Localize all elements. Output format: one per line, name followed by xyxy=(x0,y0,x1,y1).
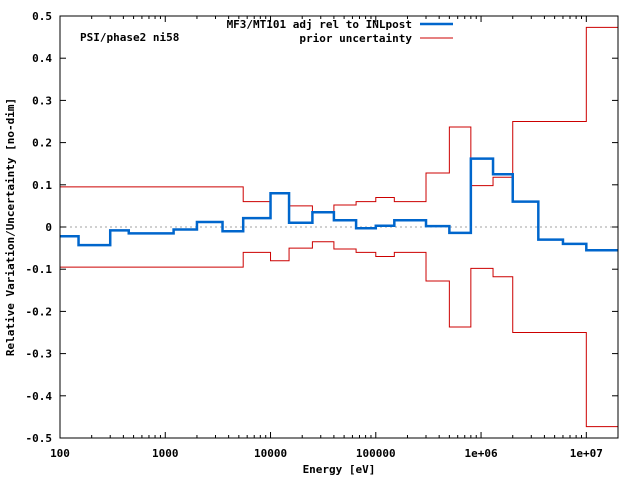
x-tick-label: 100 xyxy=(50,447,70,460)
y-tick-label: -0.5 xyxy=(26,432,53,445)
prior-uncertainty-lower-line xyxy=(60,241,618,428)
y-tick-label: 0.3 xyxy=(32,94,52,107)
y-tick-label: 0.1 xyxy=(32,179,52,192)
legend-label-prior-uncertainty: prior uncertainty xyxy=(299,32,412,45)
plot-frame xyxy=(59,15,619,439)
y-tick-label: 0 xyxy=(45,221,52,234)
y-tick-label: 0.2 xyxy=(32,137,52,150)
y-tick-label: 0.5 xyxy=(32,10,52,23)
adjustment-line xyxy=(60,157,618,252)
legend: MF3/MT101 adj rel to INLpost prior uncer… xyxy=(227,18,453,45)
y-tick-label: -0.3 xyxy=(26,348,53,361)
x-axis-label: Energy [eV] xyxy=(303,463,376,476)
labels-layer: PSI/phase2 ni58 Energy [eV] Relative Var… xyxy=(4,31,375,476)
y-tick-label: -0.1 xyxy=(26,263,53,276)
y-tick-label: 0.4 xyxy=(32,52,52,65)
x-tick-label: 100000 xyxy=(356,447,396,460)
x-tick-label: 1e+06 xyxy=(464,447,497,460)
series-layer xyxy=(60,26,618,428)
x-tick-label: 10000 xyxy=(254,447,287,460)
legend-label-adjustment: MF3/MT101 adj rel to INLpost xyxy=(227,18,412,31)
y-tick-label: -0.4 xyxy=(26,390,53,403)
x-tick-label: 1e+07 xyxy=(570,447,603,460)
y-tick-label: -0.2 xyxy=(26,305,53,318)
ticks-layer: -0.5 -0.4 -0.3 -0.2 -0.1 0 0.1 0.2 0.3 0.4 0.5 100 1… xyxy=(26,10,619,460)
chart-annotation: PSI/phase2 ni58 xyxy=(80,31,179,44)
x-tick-label: 1000 xyxy=(152,447,179,460)
y-axis-label: Relative Variation/Uncertainty [no-dim] xyxy=(4,98,17,356)
